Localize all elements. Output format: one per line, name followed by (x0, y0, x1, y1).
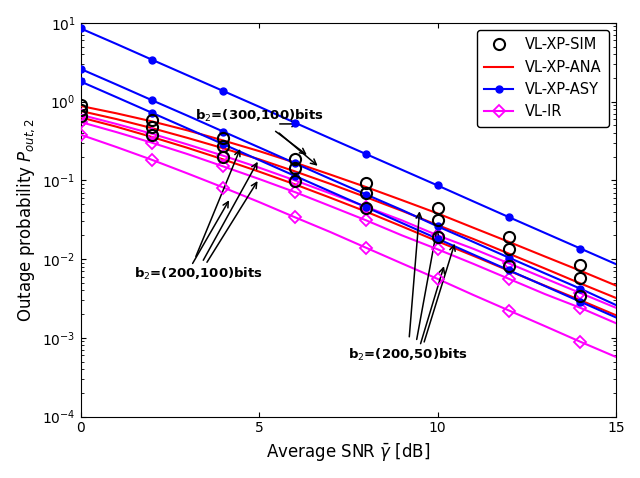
Legend: VL-XP-SIM, VL-XP-ANA, VL-XP-ASY, VL-IR: VL-XP-SIM, VL-XP-ANA, VL-XP-ASY, VL-IR (477, 30, 609, 127)
X-axis label: Average SNR $\bar{\gamma}$ [dB]: Average SNR $\bar{\gamma}$ [dB] (266, 441, 431, 463)
Y-axis label: Outage probability $P_{out,2}$: Outage probability $P_{out,2}$ (15, 118, 36, 322)
Text: $\mathbf{b}_2$=(300,100)bits: $\mathbf{b}_2$=(300,100)bits (195, 108, 324, 124)
Text: $\mathbf{b}_2$=(200,100)bits: $\mathbf{b}_2$=(200,100)bits (134, 266, 263, 282)
Text: $\mathbf{b}_2$=(200,50)bits: $\mathbf{b}_2$=(200,50)bits (348, 347, 468, 363)
